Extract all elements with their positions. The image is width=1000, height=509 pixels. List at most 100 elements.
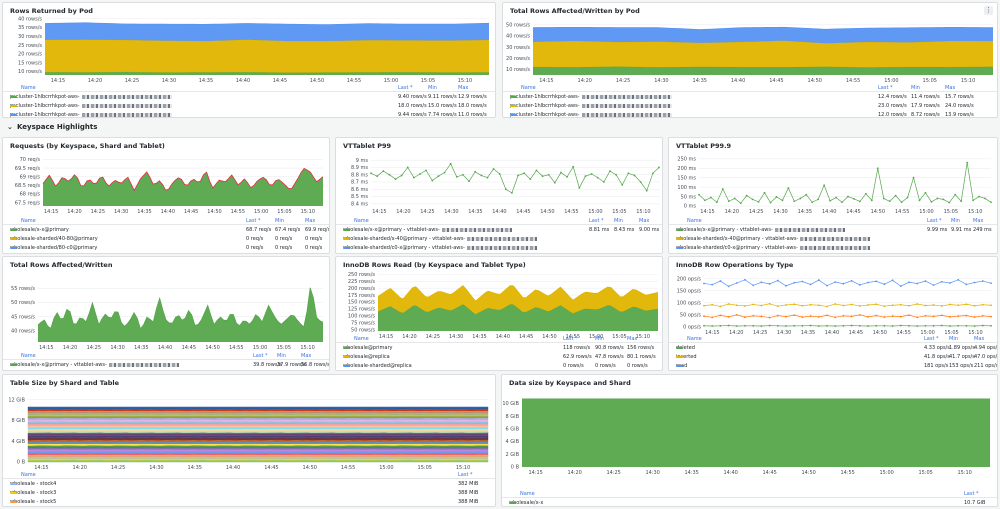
legend-series-name[interactable]: wholesale - stock3	[10, 490, 56, 496]
panel-title[interactable]: VTTablet P99.9	[676, 142, 732, 150]
legend-row[interactable]: wholesale - stock3 388 MiB	[3, 488, 495, 497]
legend-series-name[interactable]: wholesale-sharded/80-c0@primary	[10, 245, 97, 251]
legend-series-name[interactable]: wholesale/x-x@primary - vttablet-aws-	[10, 362, 179, 368]
legend-row[interactable]: pscluster-1hlbcrrhkpot-aws- 12.0 rows/s 8.…	[503, 110, 997, 117]
legend-name-header: Name	[520, 491, 535, 497]
legend-header: Name Last * Min Max	[336, 216, 662, 225]
legend-series-name[interactable]: wholesale-sharded/c0-x@primary - vttable…	[676, 245, 870, 251]
y-tick-label: 50 rows/s	[506, 23, 530, 29]
legend-row[interactable]: wholesale-sharded/x-40@primary - vttable…	[669, 234, 997, 243]
legend-row[interactable]: deleted 4.33 ops/s 1.89 ops/s 4.94 ops/s	[669, 343, 997, 352]
y-tick-label: 250 rows/s	[348, 272, 376, 278]
data-point	[867, 315, 869, 318]
legend-row[interactable]: wholesale/x-x@primary - vttablet-aws- 9.9…	[669, 225, 997, 234]
legend-row[interactable]: wholesale-sharded/c0-x@primary - vttable…	[669, 243, 997, 252]
area-series-24	[27, 415, 489, 419]
legend-label: wholesale/x-x@primary - vttablet-aws-	[10, 362, 107, 368]
legend-last-value: 0 req/s	[246, 245, 264, 251]
legend-row[interactable]: pscluster-1hlbcrrhkpot-aws- 23.0 rows/s 17…	[503, 101, 997, 110]
legend-series-name[interactable]: wholesale-sharded/x-40@primary - vttable…	[343, 236, 538, 242]
legend-row[interactable]: wholesale-sharded/x-40@primary - vttable…	[336, 234, 662, 243]
legend-series-name[interactable]: pscluster-1hlbcrrhkpot-aws-	[10, 112, 172, 117]
legend-row[interactable]: pscluster-1hlbcrrhkpot-aws- 9.44 rows/s 7.…	[3, 110, 495, 117]
legend-row[interactable]: wholesale/x-x 10.7 GiB	[502, 498, 997, 506]
panel-title[interactable]: InnoDB Rows Read (by Keyspace and Tablet…	[343, 261, 526, 269]
legend-series-name[interactable]: wholesale-sharded/40-80@primary	[10, 236, 98, 242]
panel-title[interactable]: Requests (by Keyspace, Shard and Tablet)	[10, 142, 165, 150]
legend-row[interactable]: wholesale/x-x@primary - vttablet-aws- 39.…	[3, 360, 329, 369]
legend-series-name[interactable]: inserted	[676, 354, 697, 360]
legend-series-name[interactable]: wholesale/x-x@primary	[10, 227, 69, 233]
legend-label: wholesale-sharded/c0-x@primary - vttable…	[676, 245, 798, 251]
legend-series-name[interactable]: wholesale/x-x	[509, 500, 543, 506]
legend-row[interactable]: inserted 41.8 ops/s 41.7 ops/s 47.0 ops/s	[669, 352, 997, 361]
legend-series-name[interactable]: wholesale-sharded/c0-x@primary - vttable…	[343, 245, 537, 251]
panel-menu-icon[interactable]: ⋮	[984, 6, 993, 15]
legend-label: pscluster-1hlbcrrhkpot-aws-	[510, 103, 580, 109]
panel-title[interactable]: VTTablet P99	[343, 142, 392, 150]
legend-series-name[interactable]: pscluster-1hlbcrrhkpot-aws-	[510, 112, 672, 117]
legend-row[interactable]: wholesale-sharded/40-80@primary 0 req/s 0 …	[3, 234, 329, 243]
legend-series-name[interactable]: deleted	[676, 345, 695, 351]
legend-row[interactable]: wholesale@replica 62.9 rows/s 47.8 rows/s 8…	[336, 352, 662, 361]
x-tick-label: 15:05	[944, 330, 958, 336]
legend-series-name[interactable]: wholesale - stock4	[10, 481, 56, 487]
legend-series-name[interactable]: wholesale - stock5	[10, 499, 56, 505]
legend-min-value: 37.9 rows/s	[277, 362, 306, 368]
legend-row[interactable]: wholesale-sharded@replica 0 rows/s 0 rows/…	[336, 361, 662, 370]
x-tick-label: 15:00	[920, 330, 934, 336]
x-tick-label: 14:50	[542, 334, 556, 340]
data-point	[842, 324, 845, 327]
legend-row[interactable]: wholesale - stock4 382 MiB	[3, 479, 495, 488]
legend-row[interactable]: wholesale-sharded/80-c0@primary 0 req/s 0 …	[3, 243, 329, 252]
legend-row[interactable]: wholesale/x-x@primary 68.7 req/s 67.4 req/…	[3, 225, 329, 234]
data-point	[875, 280, 878, 283]
y-tick-label: 0 ops/s	[683, 325, 701, 331]
chevron-down-icon[interactable]: ⌄	[7, 123, 13, 131]
x-tick-label: 15:05	[277, 345, 291, 351]
legend-row[interactable]: pscluster-1hlbcrrhkpot-aws- 12.4 rows/s 11…	[503, 92, 997, 101]
legend-series-name[interactable]: wholesale/x-x@primary - vttablet-aws-	[343, 227, 512, 233]
legend-name-header: Name	[21, 353, 36, 359]
panel-title[interactable]: Data size by Keyspace and Shard	[509, 379, 631, 387]
legend-series-name[interactable]: pscluster-1hlbcrrhkpot-aws-	[10, 94, 172, 100]
data-point	[883, 283, 886, 286]
legend-swatch-icon	[10, 105, 17, 107]
x-tick-label: 14:40	[731, 78, 745, 84]
legend-series-name[interactable]: wholesale-sharded/x-40@primary - vttable…	[676, 236, 871, 242]
legend-last-value: 181 ops/s	[924, 363, 949, 369]
legend-series-name[interactable]: wholesale/x-x@primary - vttablet-aws-	[676, 227, 845, 233]
legend-series-name[interactable]: read	[676, 363, 687, 369]
legend-name-header: Name	[21, 472, 36, 478]
legend-row[interactable]: wholesale-sharded/c0-x@primary - vttable…	[336, 243, 662, 252]
data-point	[924, 280, 927, 282]
data-point	[370, 172, 372, 175]
legend-series-name[interactable]: pscluster-1hlbcrrhkpot-aws-	[510, 94, 672, 100]
panel-title[interactable]: Total Rows Affected/Written	[10, 261, 113, 269]
panel-title[interactable]: Rows Returned by Pod	[10, 7, 93, 15]
legend-row[interactable]: wholesale@primary 118 rows/s 90.8 rows/s 15…	[336, 343, 662, 352]
legend-swatch-icon	[10, 483, 17, 485]
data-point	[908, 324, 910, 327]
panel-title[interactable]: Table Size by Shard and Table	[10, 379, 120, 387]
data-point	[899, 303, 902, 306]
legend-series-name[interactable]: wholesale@primary	[343, 345, 393, 351]
legend-row[interactable]: wholesale/x-x@primary - vttablet-aws- 8.8…	[336, 225, 662, 234]
section-keyspace-highlights[interactable]: ⌄ Keyspace Highlights	[0, 121, 1000, 135]
legend-series-name[interactable]: wholesale@replica	[343, 354, 390, 360]
legend-series-name[interactable]: wholesale-sharded@replica	[343, 363, 412, 369]
data-point	[751, 198, 754, 201]
area-series-1	[45, 39, 489, 73]
legend-row[interactable]: pscluster-1hlbcrrhkpot-aws- 18.0 rows/s 15…	[3, 101, 495, 110]
legend-last-value: 12.4 rows/s	[878, 94, 907, 100]
legend-series-name[interactable]: pscluster-1hlbcrrhkpot-aws-	[10, 103, 172, 109]
x-tick-label: 14:15	[51, 78, 65, 84]
panel-title[interactable]: InnoDB Row Operations by Type	[676, 261, 794, 269]
legend-max-header: Max	[305, 218, 316, 224]
panel-title[interactable]: Total Rows Affected/Written by Pod	[510, 7, 640, 15]
legend-series-name[interactable]: pscluster-1hlbcrrhkpot-aws-	[510, 103, 672, 109]
legend-row[interactable]: wholesale - stock5 388 MiB	[3, 497, 495, 506]
data-point	[965, 324, 968, 327]
legend-row[interactable]: pscluster-1hlbcrrhkpot-aws- 9.40 rows/s 9.…	[3, 92, 495, 101]
